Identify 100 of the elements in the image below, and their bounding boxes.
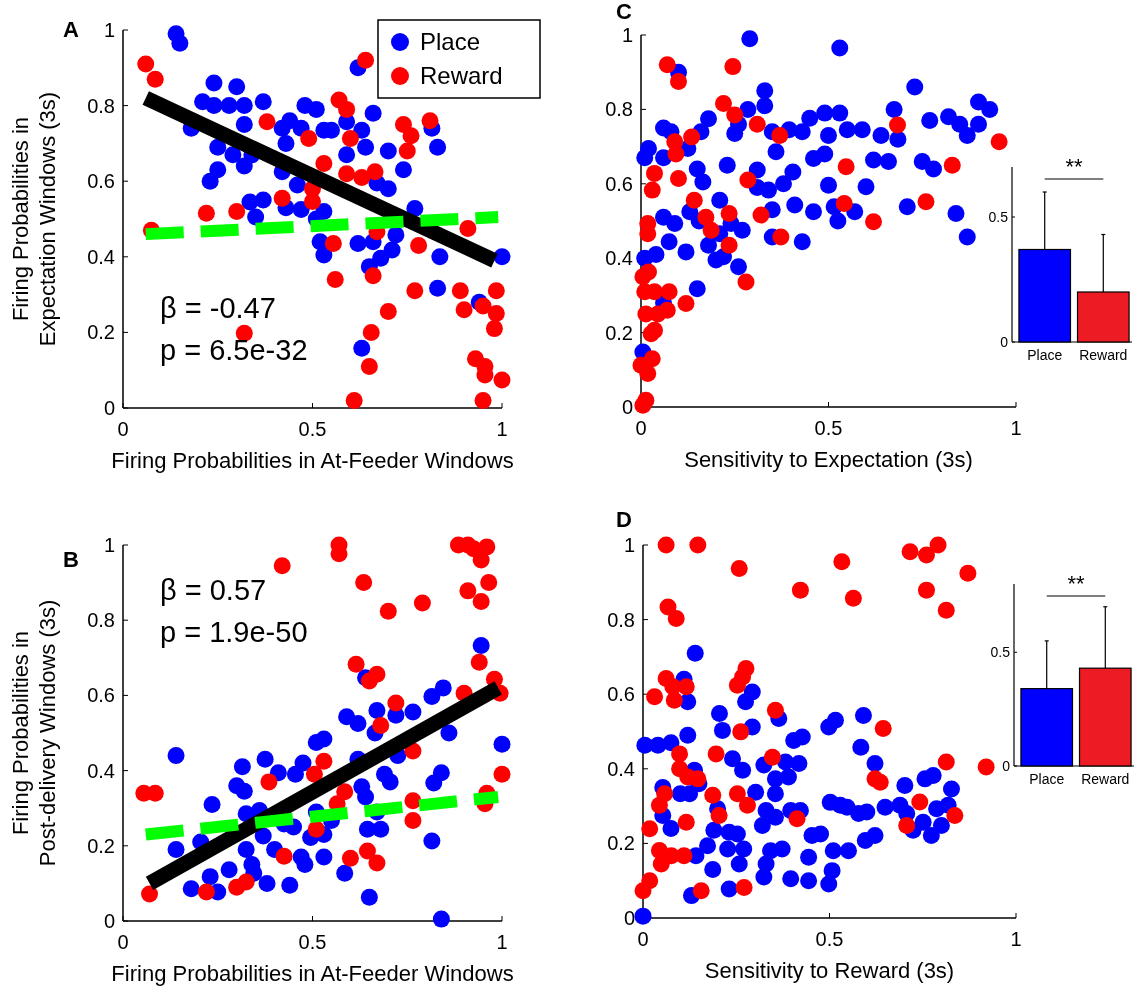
point (398, 142, 416, 160)
x-axis-title: Firing Probabilities in At-Feeder Windows (111, 448, 514, 473)
point (929, 536, 947, 554)
annotation: β = -0.47 (160, 292, 276, 324)
point (652, 855, 670, 873)
annotation: p = 6.5e-32 (160, 334, 308, 366)
annotation: β = 0.57 (160, 574, 267, 606)
point (735, 878, 753, 896)
annotation: p = 1.9e-50 (160, 616, 308, 648)
point (702, 221, 720, 239)
point (658, 56, 676, 74)
y-tick-label: 0.2 (87, 834, 115, 857)
point (670, 73, 687, 90)
point (493, 248, 511, 266)
point (358, 842, 376, 860)
y-tick-label: 0.5 (988, 208, 1009, 225)
point (201, 172, 219, 190)
point (917, 193, 935, 211)
point (372, 716, 390, 734)
x-axis-title: Firing Probabilities in At-Feeder Windows (111, 961, 514, 986)
y-tick-label: 0 (623, 907, 635, 929)
point (707, 745, 725, 763)
point (689, 770, 707, 788)
y-tick-label: 0.4 (87, 245, 115, 268)
point (675, 847, 693, 865)
y-tick-label: 0.8 (87, 94, 115, 117)
point (205, 74, 223, 92)
point (730, 560, 748, 577)
y-tick-label: 0.2 (607, 832, 635, 855)
point (634, 882, 652, 900)
point (874, 720, 892, 738)
point (228, 78, 246, 96)
point (372, 249, 390, 267)
point (720, 205, 738, 223)
point (724, 58, 742, 76)
point (646, 164, 663, 182)
point (738, 796, 756, 814)
y-tick-label: 0.4 (87, 759, 115, 782)
legend-label: Place (420, 28, 481, 56)
point (338, 165, 356, 183)
y-tick-label: 0.2 (605, 321, 633, 344)
x-axis-title: Sensitivity to Reward (3s) (704, 958, 955, 983)
point (844, 589, 862, 607)
x-tick-label: 0 (117, 418, 129, 440)
point (273, 189, 291, 207)
point (383, 241, 401, 259)
point (677, 678, 695, 696)
point (379, 142, 397, 160)
y-tick-label: 0.4 (607, 757, 635, 780)
point (739, 171, 757, 189)
y-tick-label: 0 (621, 396, 633, 418)
point (689, 536, 707, 554)
point (833, 553, 851, 571)
point (368, 854, 386, 872)
point (258, 113, 276, 131)
point (341, 129, 359, 147)
point (474, 391, 492, 409)
point (324, 235, 342, 253)
point (315, 752, 333, 770)
point (772, 228, 790, 246)
point (710, 806, 728, 824)
point (413, 594, 431, 612)
point (379, 602, 397, 620)
point (946, 806, 964, 824)
annotation: ** (1067, 571, 1085, 596)
point (639, 365, 657, 383)
point (937, 601, 955, 619)
point (315, 202, 333, 220)
x-tick-label: 0.5 (298, 418, 327, 440)
point (977, 758, 995, 776)
point (360, 357, 378, 375)
point (791, 581, 809, 599)
point (347, 655, 365, 673)
y-axis-title: Firing Probabilities in Expectation Windows (3s) (8, 91, 60, 347)
annotation: ** (1065, 154, 1083, 179)
point (146, 70, 164, 88)
x-tick-label: 1 (496, 418, 508, 440)
point (235, 116, 253, 133)
point (752, 206, 770, 224)
point (364, 267, 382, 285)
point (304, 193, 321, 211)
point (237, 873, 255, 891)
point (404, 812, 422, 830)
point (362, 323, 380, 341)
y-tick-label: 0.2 (87, 321, 115, 344)
point (487, 282, 505, 300)
point (387, 226, 405, 244)
point (368, 665, 386, 683)
point (692, 882, 710, 900)
point (275, 847, 293, 865)
point (990, 133, 1008, 151)
point (478, 538, 496, 556)
point (366, 163, 384, 181)
point (338, 146, 356, 164)
point (429, 138, 447, 156)
y-tick-label: 0.8 (87, 609, 115, 632)
point (493, 371, 511, 389)
point (379, 180, 397, 198)
point (197, 204, 215, 222)
y-tick-label: 0.6 (605, 172, 633, 195)
